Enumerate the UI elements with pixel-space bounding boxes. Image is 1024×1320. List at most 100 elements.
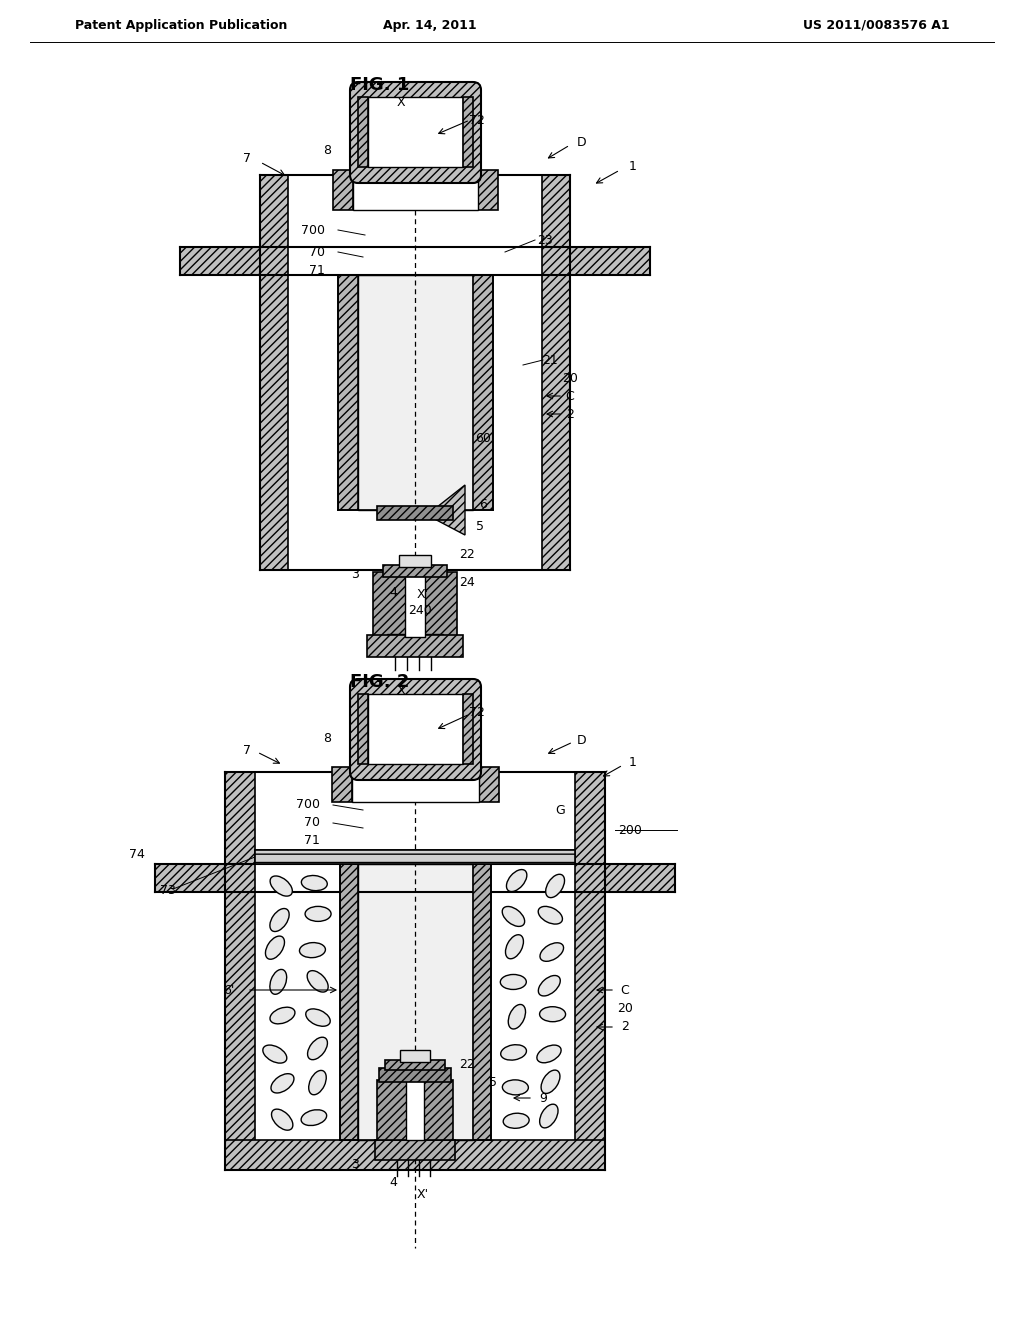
Ellipse shape [308, 1071, 327, 1094]
Bar [225, 772, 255, 1170]
Ellipse shape [546, 874, 564, 898]
Bar [333, 170, 353, 210]
Text: US 2011/0083576 A1: US 2011/0083576 A1 [804, 18, 950, 32]
Text: X: X [396, 95, 406, 108]
Text: Apr. 14, 2011: Apr. 14, 2011 [383, 18, 477, 32]
Ellipse shape [270, 1007, 295, 1024]
Text: C: C [565, 389, 574, 403]
Text: 72: 72 [469, 705, 485, 718]
Text: 70: 70 [309, 246, 325, 259]
Text: 3: 3 [351, 1159, 359, 1172]
Text: 2: 2 [566, 408, 573, 421]
Text: 23: 23 [538, 234, 553, 247]
Text: FIG. 2: FIG. 2 [350, 673, 410, 690]
Bar [255, 850, 575, 865]
Bar [478, 170, 498, 210]
Bar [377, 506, 453, 520]
Bar [358, 96, 368, 168]
Ellipse shape [307, 1038, 328, 1060]
Bar [332, 767, 352, 803]
Text: 22: 22 [459, 1059, 475, 1072]
Text: 5: 5 [489, 1076, 497, 1089]
Ellipse shape [306, 1008, 330, 1026]
Ellipse shape [503, 1080, 528, 1094]
Bar [379, 1068, 451, 1082]
Ellipse shape [540, 1007, 565, 1022]
FancyBboxPatch shape [350, 678, 481, 780]
Text: 73: 73 [160, 883, 176, 896]
Bar [353, 170, 478, 210]
Text: D: D [578, 734, 587, 747]
Bar [473, 865, 490, 1140]
Text: 6: 6 [479, 498, 487, 511]
Bar [358, 694, 368, 764]
Text: 24: 24 [459, 576, 475, 589]
Text: X': X' [417, 589, 429, 602]
Text: 6': 6' [223, 983, 234, 997]
Ellipse shape [537, 1045, 561, 1063]
Text: FIG. 1: FIG. 1 [350, 77, 410, 94]
Ellipse shape [271, 1073, 294, 1093]
Bar [367, 635, 463, 657]
Ellipse shape [501, 974, 526, 990]
Ellipse shape [299, 942, 326, 957]
Ellipse shape [270, 969, 287, 994]
Bar [387, 634, 443, 652]
Text: 5: 5 [476, 520, 484, 533]
Bar [473, 275, 493, 510]
Text: 71: 71 [309, 264, 325, 276]
Bar [255, 772, 575, 1140]
Text: 2: 2 [622, 1020, 629, 1034]
Bar [406, 1060, 424, 1140]
Text: 20: 20 [562, 371, 578, 384]
Bar [260, 176, 288, 570]
Ellipse shape [271, 1109, 293, 1130]
Ellipse shape [301, 875, 328, 891]
Text: 1: 1 [629, 161, 637, 173]
Bar [358, 275, 473, 510]
Bar [575, 772, 605, 1170]
Bar [352, 767, 479, 803]
Bar [605, 865, 675, 892]
Ellipse shape [307, 970, 328, 993]
FancyBboxPatch shape [350, 82, 481, 183]
Ellipse shape [539, 975, 560, 997]
Ellipse shape [503, 1113, 529, 1129]
Ellipse shape [541, 1071, 560, 1093]
Bar [463, 96, 473, 168]
Ellipse shape [270, 908, 289, 932]
Ellipse shape [263, 1045, 287, 1063]
Text: 1: 1 [629, 756, 637, 770]
Bar [399, 554, 431, 568]
Text: 20: 20 [617, 1002, 633, 1015]
Bar [155, 865, 225, 892]
Ellipse shape [507, 870, 527, 891]
Ellipse shape [265, 936, 285, 960]
Bar [463, 694, 473, 764]
Ellipse shape [301, 1110, 327, 1126]
Text: 3: 3 [351, 569, 359, 582]
Text: X: X [396, 684, 406, 697]
Bar [225, 1140, 605, 1170]
Text: 21: 21 [542, 354, 558, 367]
Text: 8: 8 [323, 144, 331, 157]
Text: 71: 71 [304, 834, 319, 847]
Ellipse shape [506, 935, 523, 958]
Bar [373, 572, 457, 638]
Ellipse shape [540, 942, 563, 961]
Text: X': X' [417, 1188, 429, 1201]
Ellipse shape [539, 907, 562, 924]
Text: 700: 700 [301, 223, 325, 236]
Bar [385, 1060, 445, 1071]
Text: 200: 200 [618, 824, 642, 837]
Text: 7: 7 [243, 743, 251, 756]
Text: D: D [578, 136, 587, 149]
Text: C: C [621, 983, 630, 997]
Text: 74: 74 [129, 847, 145, 861]
Text: 70: 70 [304, 817, 319, 829]
Bar [377, 1080, 453, 1140]
Bar [358, 865, 473, 1140]
Text: 60: 60 [475, 432, 490, 445]
Ellipse shape [501, 1044, 526, 1060]
Bar [383, 565, 447, 577]
